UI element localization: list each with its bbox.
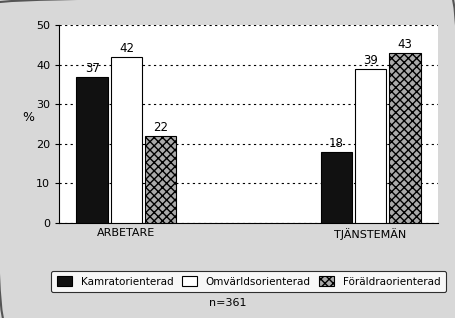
Bar [110, 57, 142, 223]
Text: 37: 37 [85, 62, 100, 75]
Text: 43: 43 [396, 38, 411, 51]
Bar [76, 77, 108, 223]
Bar [320, 152, 352, 223]
Text: 22: 22 [153, 121, 168, 134]
Text: 18: 18 [328, 137, 343, 150]
Legend: Kamratorienterad, Omvärldsorienterad, Föräldraorienterad: Kamratorienterad, Omvärldsorienterad, Fö… [51, 271, 445, 292]
Bar [354, 69, 386, 223]
Text: 39: 39 [362, 54, 377, 67]
Bar [388, 53, 420, 223]
Y-axis label: %: % [22, 111, 34, 124]
Text: n=361: n=361 [209, 299, 246, 308]
Text: 42: 42 [119, 42, 134, 55]
Bar [144, 136, 176, 223]
